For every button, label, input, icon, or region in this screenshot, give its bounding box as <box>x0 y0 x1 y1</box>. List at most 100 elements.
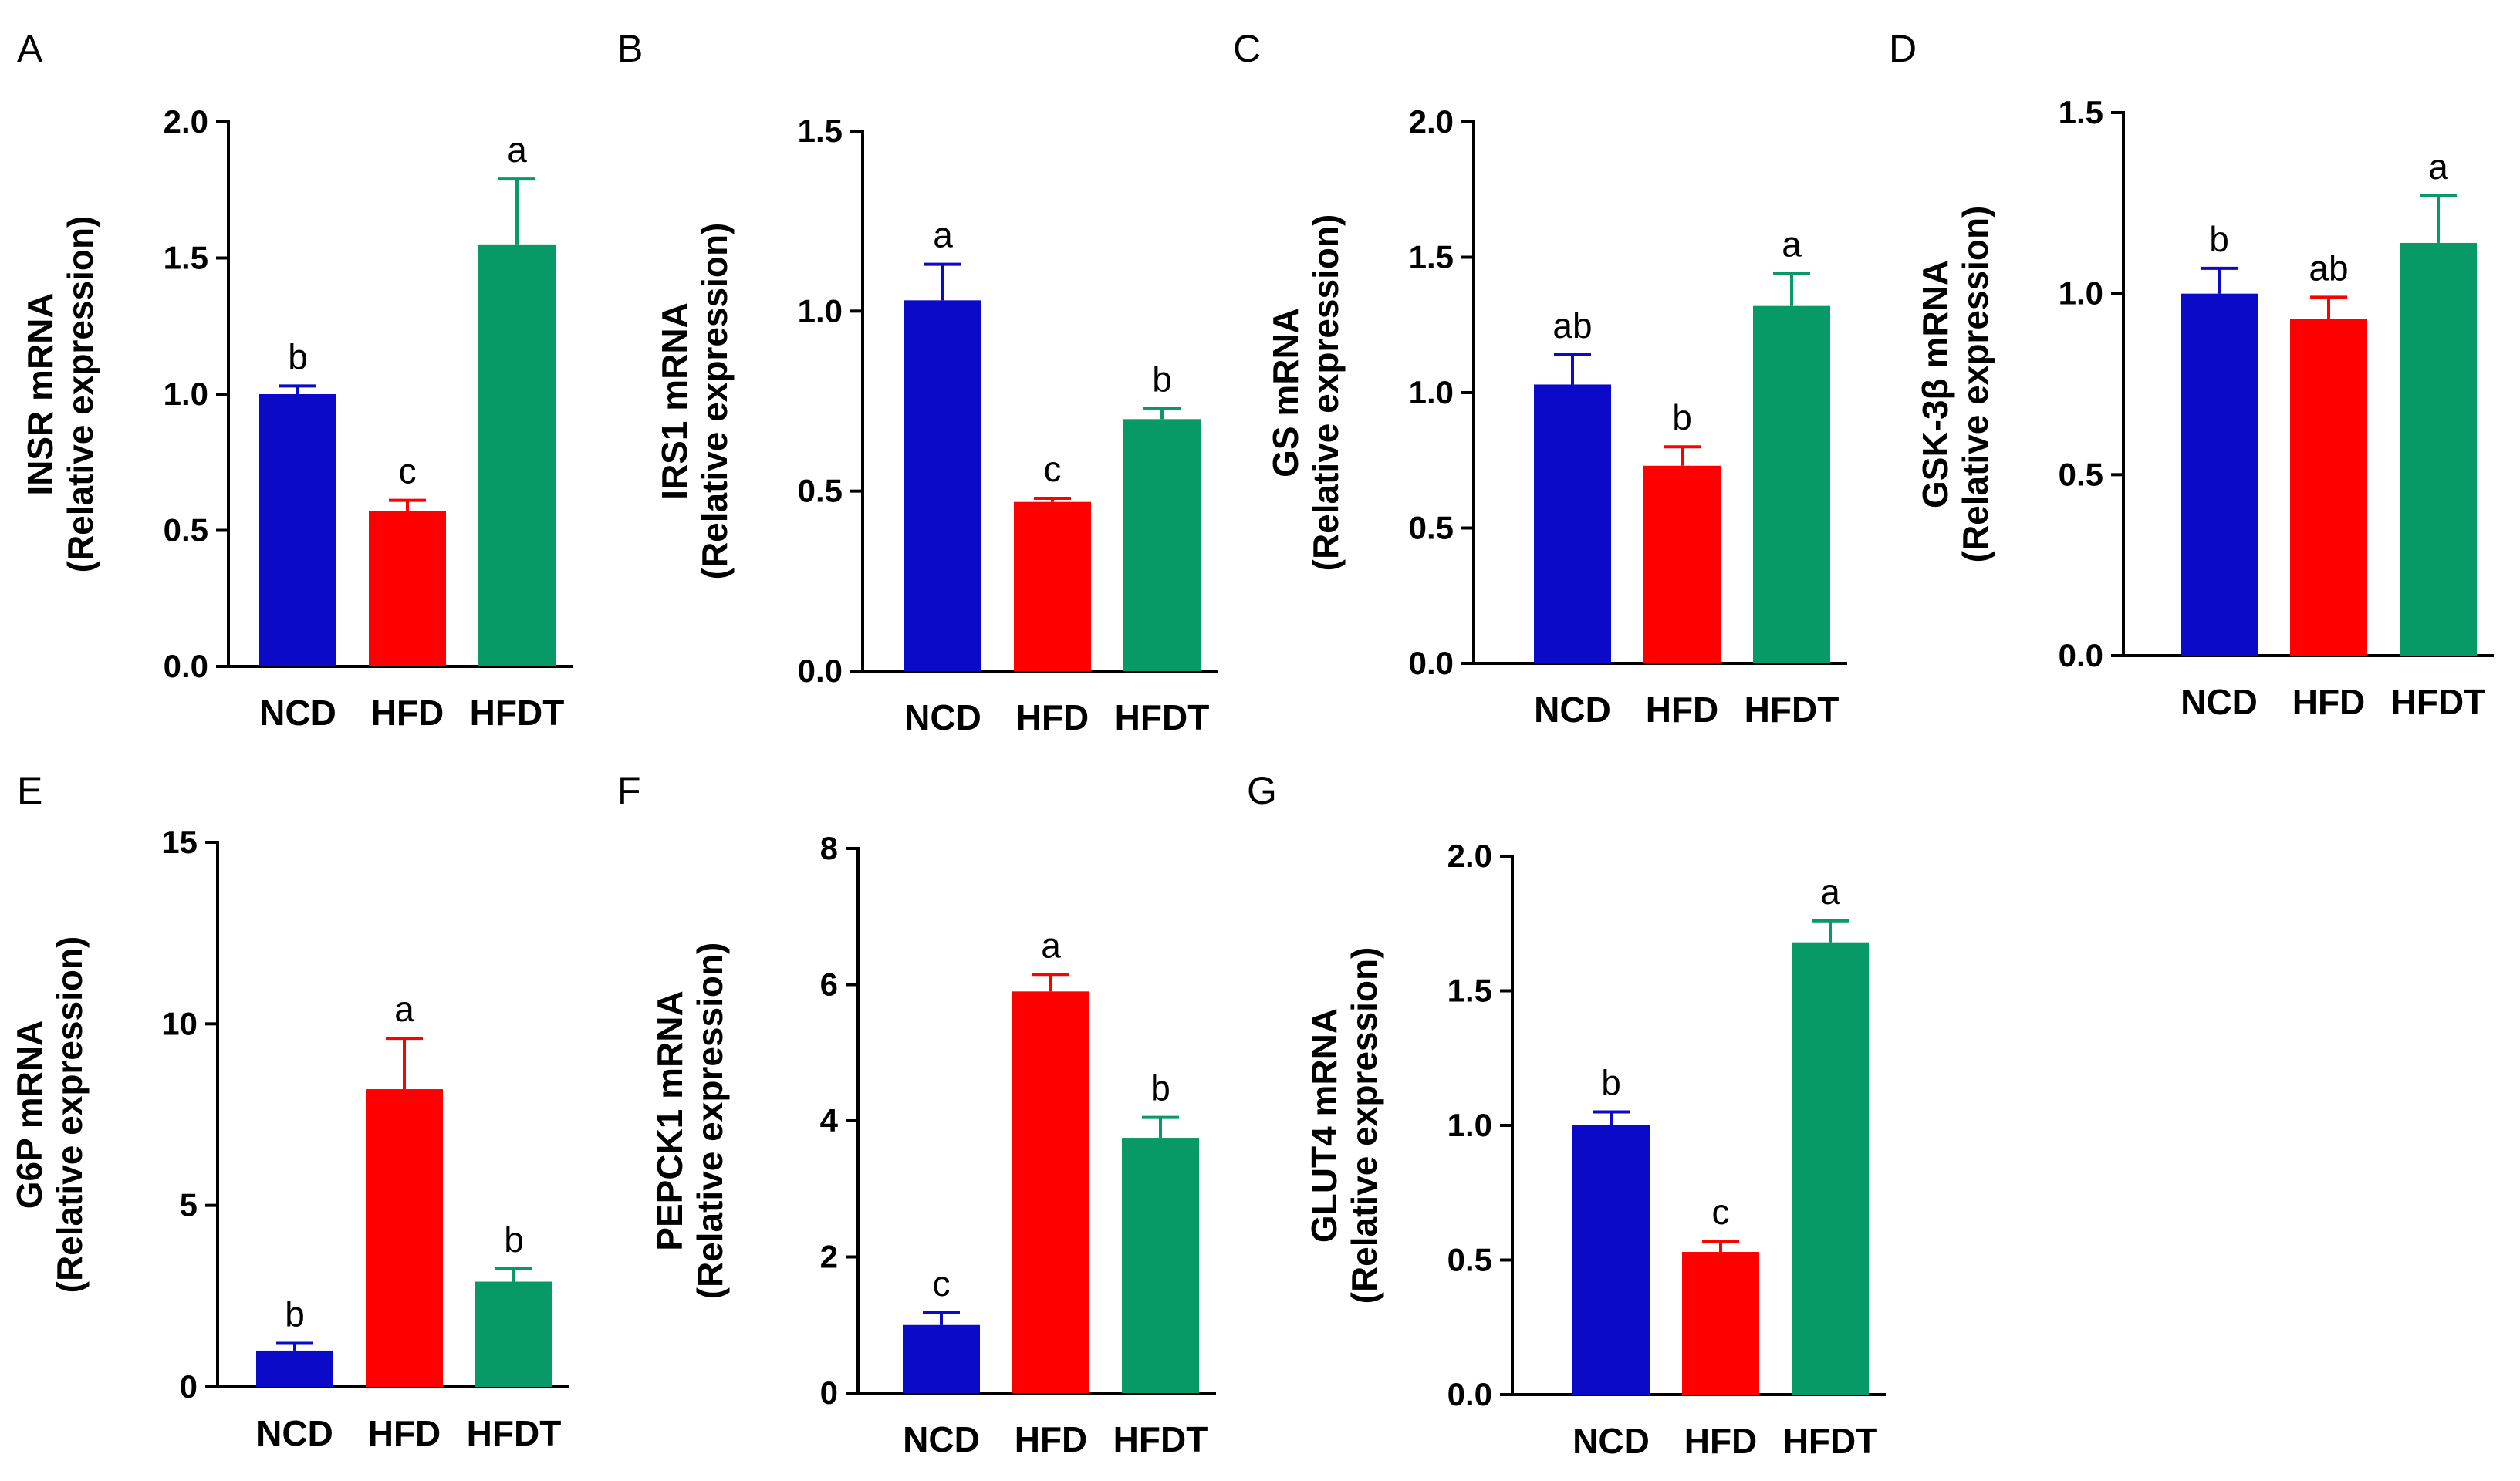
panel-letter: F <box>617 769 641 812</box>
y-tick-label: 1.0 <box>164 376 208 412</box>
y-tick-label: 1.0 <box>2059 275 2103 312</box>
y-tick-label: 0.5 <box>2059 456 2103 492</box>
y-tick-label: 0.5 <box>1447 1242 1492 1278</box>
significance-label: b <box>1672 397 1692 437</box>
bar-ncd <box>1572 1125 1650 1395</box>
y-tick-label: 2.0 <box>1447 838 1492 874</box>
significance-label: c <box>1044 449 1062 489</box>
y-tick-label: 1.5 <box>1447 973 1492 1009</box>
chart-panel-g: G 0.0 0.5 1.0 1.5 2.0 GLUT4 mRNA (Relative expr… <box>1247 769 1886 1461</box>
y-tick-label: 2 <box>820 1239 838 1275</box>
y-tick-label: 1.5 <box>1409 239 1454 275</box>
y-axis-title: GSK-3β mRNA <box>1915 260 1955 508</box>
significance-label: b <box>2209 219 2229 259</box>
x-tick-label: NCD <box>256 1413 333 1453</box>
significance-label: a <box>507 130 527 170</box>
y-axis-subtitle: (Relative expression) <box>1306 214 1346 572</box>
bar-hfd <box>2290 319 2367 656</box>
y-tick-label: 1.0 <box>1447 1107 1492 1143</box>
y-tick-label: 0.0 <box>798 653 843 689</box>
y-axis-subtitle: (Relative expression) <box>690 943 730 1300</box>
y-axis-title: IRS1 mRNA <box>654 302 694 500</box>
y-tick-label: 0.0 <box>1409 645 1454 681</box>
y-axis-title: G6P mRNA <box>9 1021 49 1209</box>
chart-panel-d: D 0.0 0.5 1.0 1.5 GSK-3β mRNA (Relative expres… <box>1889 27 2494 722</box>
y-tick-label: 0.0 <box>164 648 208 684</box>
x-tick-label: HFD <box>368 1413 441 1453</box>
y-tick-label: 8 <box>820 830 838 866</box>
y-axis-subtitle: (Relative expression) <box>694 223 735 580</box>
bar-hfdt <box>1122 1138 1199 1393</box>
bar-ncd <box>903 1324 980 1393</box>
x-tick-label: NCD <box>259 693 336 733</box>
x-tick-label: NCD <box>904 697 981 737</box>
y-tick-label: 6 <box>820 967 838 1003</box>
y-tick-label: 1.5 <box>164 240 208 276</box>
bar-hfd <box>1012 991 1089 1393</box>
significance-label: b <box>1150 1068 1170 1108</box>
bar-ncd <box>256 1350 333 1387</box>
x-tick-label: NCD <box>1534 690 1611 730</box>
significance-label: b <box>1152 359 1172 399</box>
bar-hfd <box>1682 1252 1759 1395</box>
y-tick-label: 1.0 <box>798 292 843 329</box>
chart-panel-e: E 0 5 10 15 G6P mRNA (Relative expression) b NCD… <box>9 769 569 1453</box>
y-tick-label: 10 <box>161 1005 198 1041</box>
x-tick-label: NCD <box>2181 682 2258 722</box>
chart-panel-b: B 0.0 0.5 1.0 1.5 IRS1 mRNA (Relative expressi… <box>617 27 1218 737</box>
x-tick-label: HFDT <box>1745 690 1839 730</box>
bar-hfd <box>366 1089 443 1387</box>
y-axis-subtitle: (Relative expression) <box>1344 947 1384 1304</box>
x-tick-label: HFDT <box>1783 1421 1878 1461</box>
significance-label: ab <box>2309 248 2348 288</box>
x-tick-label: HFDT <box>470 693 565 733</box>
significance-label: a <box>933 215 953 255</box>
y-axis-subtitle: (Relative expression) <box>60 216 100 573</box>
x-tick-label: HFDT <box>2391 682 2486 722</box>
bar-hfdt <box>1753 305 1830 663</box>
panel-letter: B <box>617 27 643 70</box>
x-tick-label: HFD <box>2292 682 2366 722</box>
significance-label: a <box>1782 224 1802 265</box>
significance-label: b <box>1601 1063 1621 1103</box>
panel-letter: C <box>1233 27 1261 70</box>
x-tick-label: NCD <box>903 1419 980 1459</box>
y-axis-title: INSR mRNA <box>20 292 60 495</box>
x-tick-label: HFDT <box>1115 697 1210 737</box>
significance-label: c <box>399 451 417 491</box>
x-tick-label: HFD <box>1015 1419 1088 1459</box>
significance-label: c <box>933 1263 951 1304</box>
x-tick-label: HFDT <box>1113 1419 1208 1459</box>
y-tick-label: 0 <box>820 1375 838 1411</box>
x-tick-label: HFDT <box>467 1413 562 1453</box>
y-tick-label: 15 <box>161 824 198 860</box>
y-axis-subtitle: (Relative expression) <box>1955 206 1995 563</box>
chart-panel-c: C 0.0 0.5 1.0 1.5 2.0 GS mRNA (Relative express… <box>1233 27 1847 730</box>
y-tick-label: 0.0 <box>1447 1376 1492 1412</box>
significance-label: a <box>1041 925 1061 965</box>
x-tick-label: HFD <box>1684 1421 1758 1461</box>
y-axis-title: PEPCK1 mRNA <box>650 990 690 1250</box>
x-tick-label: HFD <box>1646 690 1719 730</box>
significance-label: b <box>285 1294 305 1334</box>
bar-hfdt <box>2400 242 2477 656</box>
bar-hfd <box>1014 501 1091 671</box>
significance-label: a <box>1820 872 1840 912</box>
bar-ncd <box>1534 384 1611 663</box>
significance-label: ab <box>1552 305 1592 346</box>
chart-panel-f: F 0 2 4 6 8 PEPCK1 mRNA (Relative expression) c N… <box>617 769 1216 1459</box>
bar-ncd <box>904 300 981 671</box>
y-tick-label: 0.5 <box>164 512 208 548</box>
panel-letter: A <box>17 27 43 70</box>
significance-label: b <box>504 1220 524 1260</box>
y-tick-label: 0 <box>180 1368 198 1405</box>
bar-hfdt <box>1792 942 1869 1395</box>
bar-hfd <box>1643 465 1721 663</box>
significance-label: a <box>2428 147 2448 187</box>
y-tick-label: 1.5 <box>2059 94 2103 130</box>
y-tick-label: 0.0 <box>2059 637 2103 673</box>
significance-label: a <box>394 989 414 1029</box>
y-tick-label: 4 <box>820 1102 839 1139</box>
x-tick-label: HFD <box>371 693 444 733</box>
